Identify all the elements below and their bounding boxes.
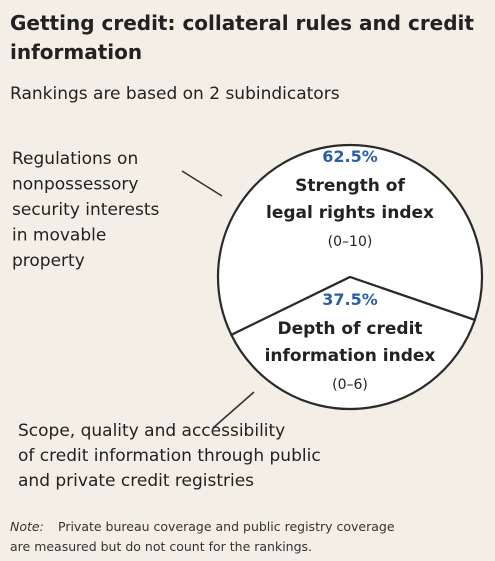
annotation: in movable: [12, 226, 106, 246]
slice-label: information index: [265, 346, 436, 366]
annotation: Scope, quality and accessibility: [18, 421, 285, 441]
annotation: of credit information through public: [18, 446, 321, 466]
chart-title: information: [10, 40, 142, 64]
slice-label: Strength of: [295, 176, 405, 196]
pie-slice: [230, 275, 476, 411]
connector: [212, 391, 255, 429]
slice-range: (0–6): [332, 377, 368, 393]
slice-label: legal rights index: [266, 203, 434, 223]
note-text: Private bureau coverage and public regis…: [58, 519, 395, 534]
annotation: security interests: [12, 200, 159, 220]
slice-label: Depth of credit: [277, 319, 422, 339]
connector: [181, 170, 223, 197]
value-label: 62.5%: [322, 147, 378, 166]
note-text: are measured but do not count for the ra…: [10, 539, 312, 554]
chart-title: Getting credit: collateral rules and cre…: [10, 11, 474, 35]
chart-subtitle: Rankings are based on 2 subindicators: [10, 84, 340, 104]
value-label: 37.5%: [322, 290, 378, 309]
note-label: Note:: [10, 519, 44, 534]
annotation: and private credit registries: [18, 471, 254, 491]
annotation: nonpossessory: [12, 175, 138, 195]
pie-slice: [216, 143, 484, 336]
annotation: property: [12, 251, 85, 271]
annotation: Regulations on: [12, 149, 138, 169]
slice-range: (0–10): [328, 234, 373, 250]
